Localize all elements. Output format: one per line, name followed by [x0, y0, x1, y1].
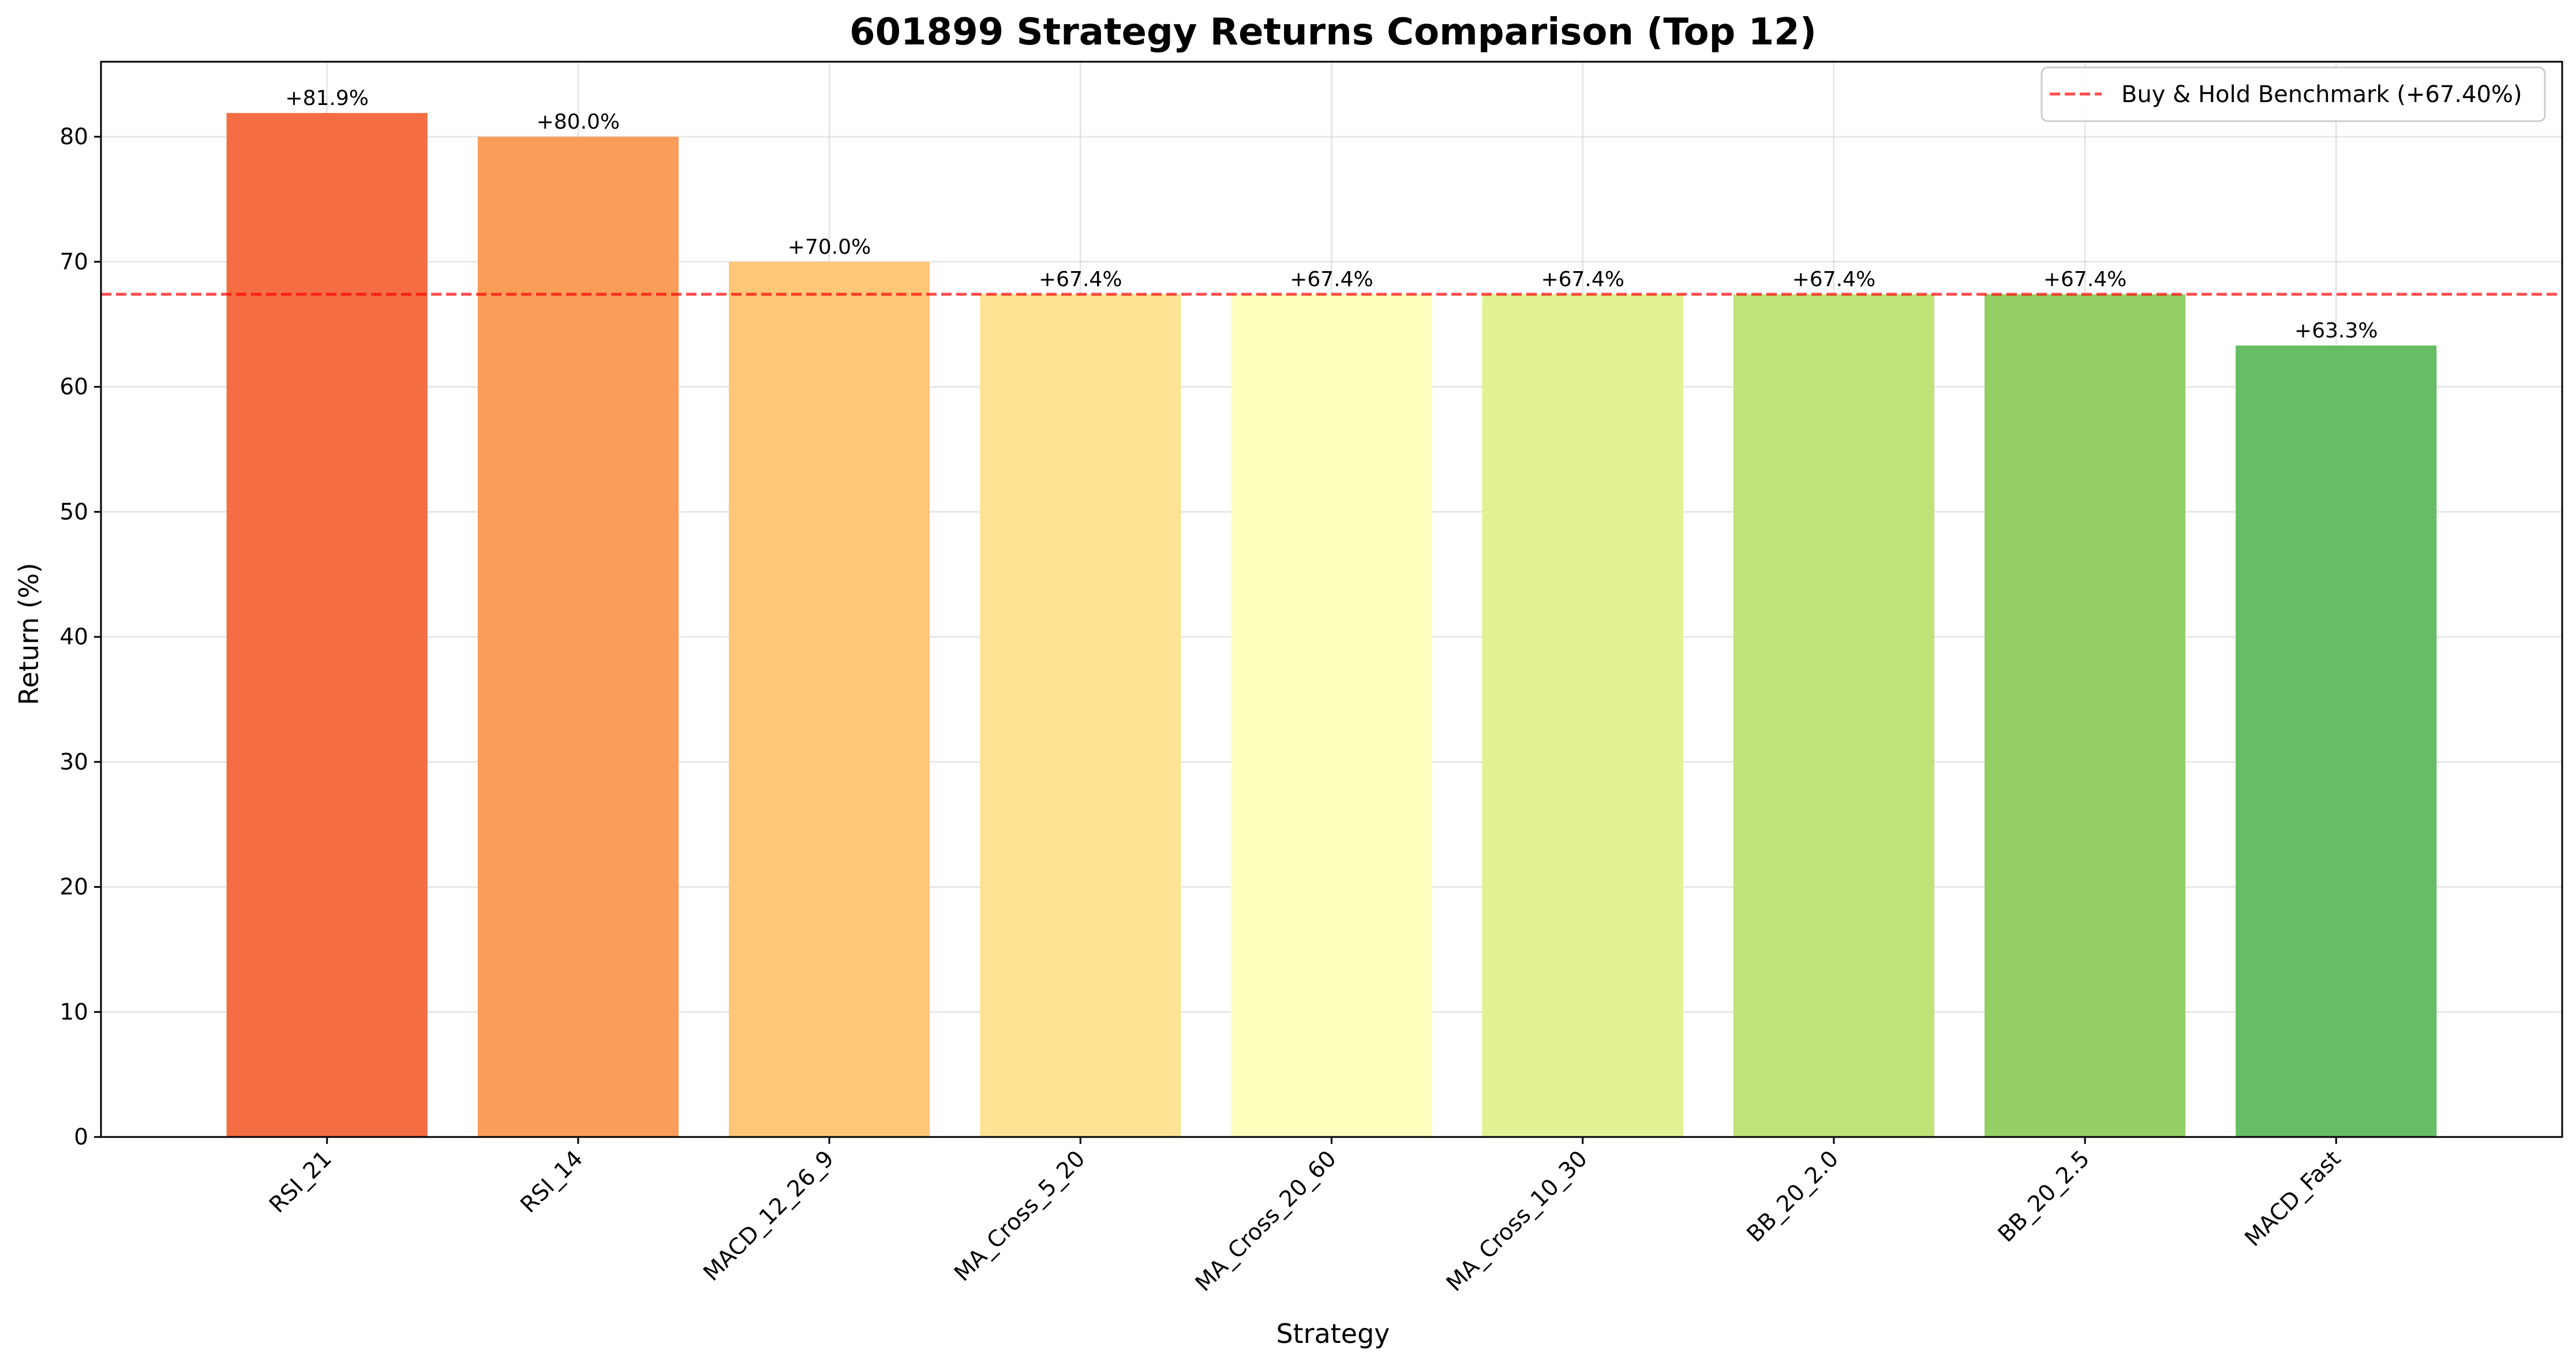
data-label: +67.4%: [1792, 268, 1876, 291]
data-label: +81.9%: [285, 87, 369, 110]
legend-box: [2040, 66, 2546, 122]
data-label: +70.0%: [788, 235, 871, 259]
y-tick-label: 10: [59, 999, 88, 1025]
y-tick-label: 50: [59, 499, 88, 525]
x-axis-label: Strategy: [1276, 1318, 1390, 1349]
data-label: +67.4%: [1039, 268, 1122, 291]
bar-bb-20-2-0: [1733, 294, 1934, 1138]
y-tick-label: 70: [59, 249, 88, 275]
y-axis-ticks: 0 10 20 30 40 50 60 70 80: [59, 124, 101, 1150]
y-tick-label: 40: [59, 624, 88, 650]
bar-rsi-14: [477, 137, 679, 1137]
data-label: +80.0%: [537, 110, 620, 134]
y-axis-label: Return (%): [13, 563, 44, 705]
bar-ma-cross-20-60: [1231, 294, 1432, 1138]
data-label: +67.4%: [2043, 268, 2127, 291]
bar-macd-12-26-9: [729, 261, 930, 1137]
data-label: +67.4%: [1541, 268, 1624, 291]
legend: Buy & Hold Benchmark (+67.40%): [2040, 66, 2546, 122]
bar-ma-cross-5-20: [980, 294, 1181, 1138]
chart-title: 601899 Strategy Returns Comparison (Top …: [849, 11, 1817, 54]
bar-macd-fast: [2236, 346, 2437, 1137]
data-label: +67.4%: [1290, 268, 1373, 291]
data-label: +63.3%: [2294, 319, 2378, 343]
bar-bb-20-2-5: [1985, 294, 2186, 1138]
legend-benchmark-label: Buy & Hold Benchmark (+67.40%): [2121, 81, 2522, 108]
data-labels: +81.9% +80.0% +70.0% +67.4% +67.4% +67.4% +67.…: [285, 87, 2377, 343]
y-tick-label: 80: [59, 124, 88, 150]
bars: [226, 112, 2437, 1138]
bar-ma-cross-10-30: [1482, 294, 1683, 1138]
y-tick-label: 20: [59, 875, 88, 900]
bar-rsi-21: [226, 112, 428, 1137]
y-tick-label: 60: [59, 374, 88, 400]
y-tick-label: 0: [74, 1124, 88, 1150]
y-tick-label: 30: [59, 749, 88, 775]
